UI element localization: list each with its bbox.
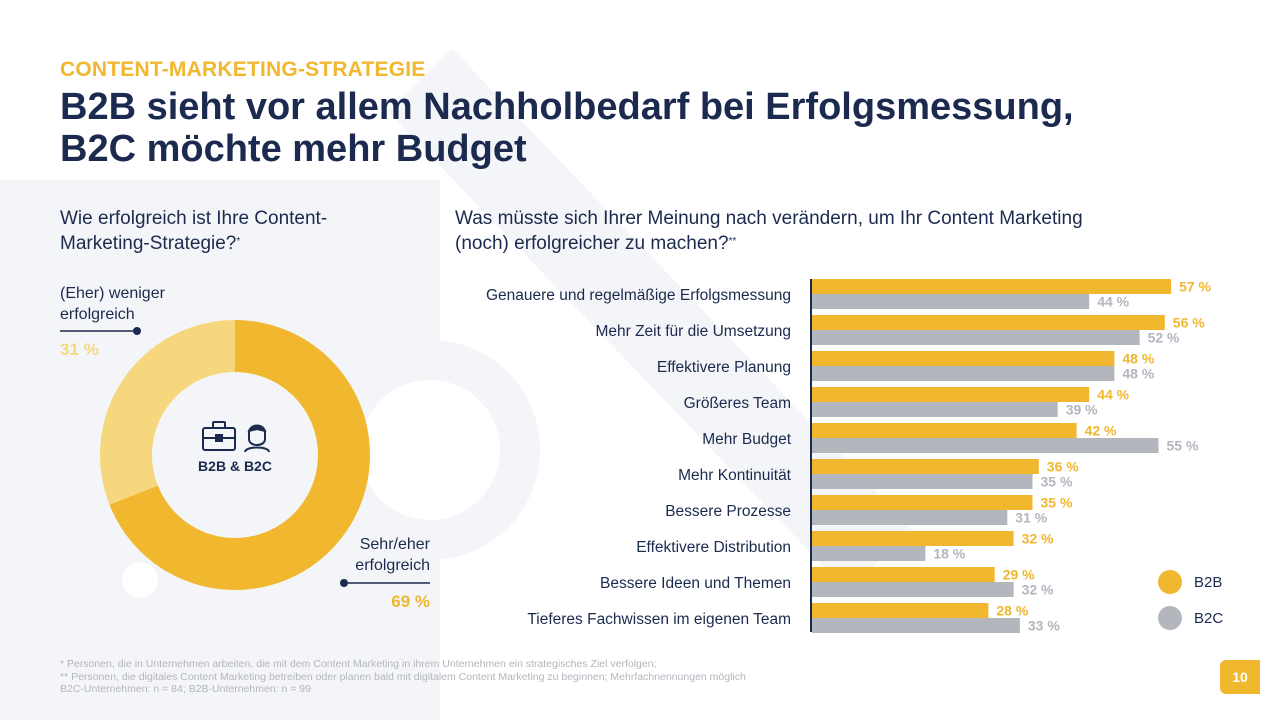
bar-value-label-b2b: 29 % [1003, 567, 1035, 583]
bar-value-label-b2c: 55 % [1167, 438, 1199, 454]
left-question: Wie erfolgreich ist Ihre Content-Marketi… [60, 206, 390, 256]
left-question-footnote-mark: * [236, 236, 241, 247]
more-successful-label-line-2: erfolgreich [355, 557, 430, 574]
bar-category-label: Größeres Team [684, 395, 791, 412]
bar-b2b-mehr-budget [812, 423, 1077, 438]
right-question-line-1: Was müsste sich Ihrer Meinung nach verän… [455, 208, 1083, 229]
bar-category-label: Bessere Ideen und Themen [600, 575, 791, 592]
bar-b2b-bessere-ideen-und-themen [812, 567, 995, 582]
bar-value-label-b2c: 18 % [933, 546, 965, 562]
bar-value-label-b2c: 52 % [1148, 330, 1180, 346]
bar-category-label: Tieferes Fachwissen im eigenen Team [527, 611, 791, 628]
bar-b2c-effektivere-distribution [812, 546, 926, 561]
bar-b2c-mehr-kontinuit-t [812, 474, 1033, 489]
bar-b2b-effektivere-distribution [812, 531, 1014, 546]
bar-b2b-genauere-und-regelm-ige-erfolgsmessung [812, 279, 1172, 294]
bar-value-label-b2b: 48 % [1122, 351, 1154, 367]
right-question-footnote-mark: ** [728, 236, 737, 247]
bar-b2c-genauere-und-regelm-ige-erfolgsmessung [812, 294, 1090, 309]
bar-value-label-b2b: 57 % [1179, 279, 1211, 295]
footnotes: * Personen, die in Unternehmen arbeiten,… [60, 658, 746, 696]
bar-value-label-b2b: 56 % [1173, 315, 1205, 331]
page-title: B2B sieht vor allem Nachholbedarf bei Er… [60, 86, 1220, 170]
more-successful-percent: 69 % [391, 592, 430, 611]
less-successful-label-line-1: (Eher) weniger [60, 285, 165, 302]
bar-category-label: Effektivere Planung [657, 359, 791, 376]
bar-b2b-tieferes-fachwissen-im-eigenen-team [812, 603, 989, 618]
bar-value-label-b2b: 36 % [1047, 459, 1079, 475]
bar-value-label-b2b: 35 % [1041, 495, 1073, 511]
footnote-3: B2C-Unternehmen: n = 84; B2B-Unternehmen… [60, 683, 311, 695]
bar-value-label-b2c: 44 % [1097, 294, 1129, 310]
bar-value-label-b2c: 48 % [1122, 366, 1154, 382]
bar-b2b-gr-eres-team [812, 387, 1090, 402]
bar-value-label-b2c: 39 % [1066, 402, 1098, 418]
footnote-1: * Personen, die in Unternehmen arbeiten,… [60, 658, 657, 670]
footnote-2: ** Personen, die digitales Content Marke… [60, 670, 746, 683]
bar-category-label: Effektivere Distribution [636, 539, 791, 556]
bar-rects [812, 279, 1172, 633]
bar-value-label-b2b: 42 % [1085, 423, 1117, 439]
page-title-line-2: B2C möchte mehr Budget [60, 128, 527, 170]
left-question-text: Wie erfolgreich ist Ihre Content-Marketi… [60, 208, 328, 254]
legend-b2b-swatch [1158, 570, 1182, 594]
bar-value-label-b2b: 32 % [1022, 531, 1054, 547]
less-successful-percent: 31 % [60, 340, 99, 359]
section-eyebrow: CONTENT-MARKETING-STRATEGIE [60, 58, 426, 81]
bar-b2c-bessere-prozesse [812, 510, 1008, 525]
page-title-line-1: B2B sieht vor allem Nachholbedarf bei Er… [60, 86, 1074, 128]
legend-b2b-label: B2B [1194, 573, 1223, 591]
bar-value-label-b2c: 31 % [1015, 510, 1047, 526]
bar-b2b-effektivere-planung [812, 351, 1115, 366]
page-number: 10 [1220, 660, 1260, 694]
bar-value-label-b2c: 35 % [1041, 474, 1073, 490]
bar-category-label: Mehr Zeit für die Umsetzung [595, 323, 791, 340]
bar-b2b-mehr-zeit-f-r-die-umsetzung [812, 315, 1165, 330]
more-successful-label-line-1: Sehr/eher [359, 536, 430, 553]
bar-b2c-gr-eres-team [812, 402, 1058, 417]
bar-category-labels: Genauere und regelmäßige Erfolgsmessung M… [486, 287, 792, 628]
bar-value-label-b2b: 28 % [996, 603, 1028, 619]
bar-category-label: Mehr Budget [702, 431, 791, 448]
right-question: Was müsste sich Ihrer Meinung nach verän… [455, 206, 1215, 256]
less-successful-label: (Eher) weniger erfolgreich [60, 283, 165, 325]
legend-b2c-swatch [1158, 606, 1182, 630]
bar-value-label-b2c: 32 % [1022, 582, 1054, 598]
legend-b2c: B2C [1158, 606, 1223, 630]
bar-b2b-mehr-kontinuit-t [812, 459, 1039, 474]
bar-b2b-bessere-prozesse [812, 495, 1033, 510]
bar-category-label: Mehr Kontinuität [678, 467, 792, 484]
bar-category-label: Bessere Prozesse [665, 503, 791, 520]
right-question-line-2-text: (noch) erfolgreicher zu machen? [455, 233, 729, 254]
bar-value-label-b2c: 33 % [1028, 618, 1060, 634]
legend-b2b: B2B [1158, 570, 1222, 594]
right-question-line-2: (noch) erfolgreicher zu machen?** [455, 231, 1215, 256]
bar-b2c-bessere-ideen-und-themen [812, 582, 1014, 597]
bar-b2c-tieferes-fachwissen-im-eigenen-team [812, 618, 1020, 633]
legend-b2c-label: B2C [1194, 609, 1224, 627]
bar-value-labels: 57 %44 %56 %52 %48 %48 %44 %39 %42 %55 %… [933, 279, 1211, 634]
bar-b2c-mehr-zeit-f-r-die-umsetzung [812, 330, 1140, 345]
bar-b2c-effektivere-planung [812, 366, 1115, 381]
less-successful-label-line-2: erfolgreich [60, 306, 135, 323]
more-successful-label: Sehr/eher erfolgreich [330, 534, 430, 576]
bar-b2c-mehr-budget [812, 438, 1159, 453]
bar-value-label-b2b: 44 % [1097, 387, 1129, 403]
bar-category-label: Genauere und regelmäßige Erfolgsmessung [486, 287, 791, 304]
